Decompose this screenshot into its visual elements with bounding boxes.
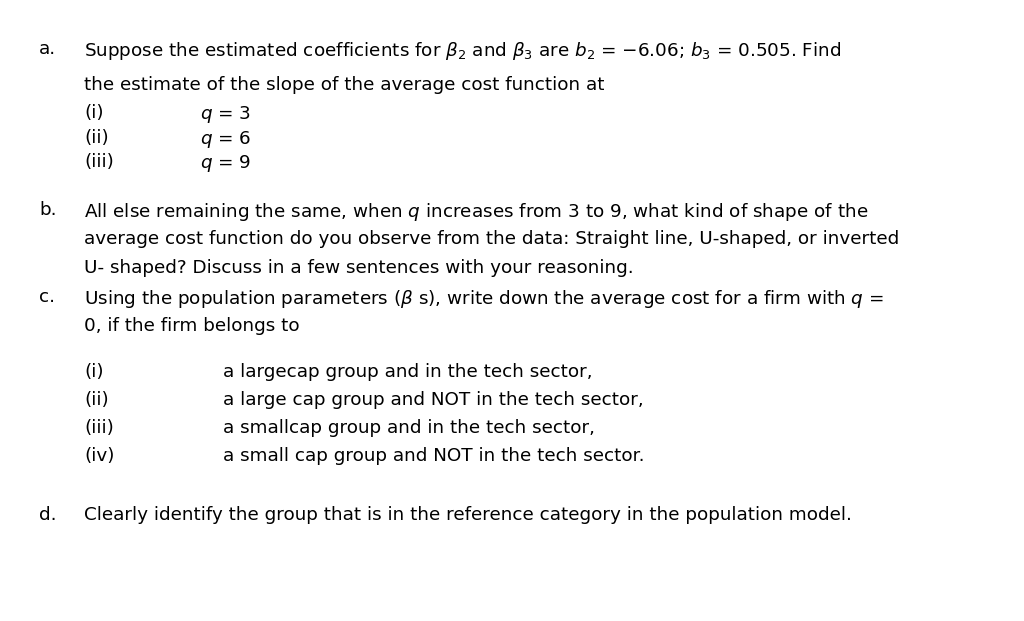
Text: average cost function do you observe from the data: Straight line, U-shaped, or : average cost function do you observe fro…: [84, 230, 899, 248]
Text: All else remaining the same, when $q$ increases from 3 to 9, what kind of shape : All else remaining the same, when $q$ in…: [84, 201, 868, 222]
Text: Suppose the estimated coefficients for $\beta_2$ and $\beta_3$ are $b_2$ = −6.06: Suppose the estimated coefficients for $…: [84, 40, 841, 62]
Text: $q$ = 3: $q$ = 3: [200, 104, 251, 125]
Text: b.: b.: [39, 201, 56, 219]
Text: (ii): (ii): [84, 391, 109, 409]
Text: (i): (i): [84, 104, 103, 122]
Text: $q$ = 6: $q$ = 6: [200, 129, 251, 150]
Text: (i): (i): [84, 363, 103, 381]
Text: c.: c.: [39, 288, 55, 306]
Text: (iv): (iv): [84, 447, 115, 465]
Text: a large cap group and NOT in the tech sector,: a large cap group and NOT in the tech se…: [223, 391, 644, 409]
Text: 0, if the firm belongs to: 0, if the firm belongs to: [84, 317, 300, 335]
Text: Clearly identify the group that is in the reference category in the population m: Clearly identify the group that is in th…: [84, 506, 852, 524]
Text: a largecap group and in the tech sector,: a largecap group and in the tech sector,: [223, 363, 593, 381]
Text: a smallcap group and in the tech sector,: a smallcap group and in the tech sector,: [223, 419, 595, 437]
Text: a small cap group and NOT in the tech sector.: a small cap group and NOT in the tech se…: [223, 447, 645, 465]
Text: (iii): (iii): [84, 419, 114, 437]
Text: d.: d.: [39, 506, 56, 524]
Text: a.: a.: [39, 40, 56, 58]
Text: U- shaped? Discuss in a few sentences with your reasoning.: U- shaped? Discuss in a few sentences wi…: [84, 259, 634, 277]
Text: (ii): (ii): [84, 129, 109, 147]
Text: (iii): (iii): [84, 153, 114, 171]
Text: the estimate of the slope of the average cost function at: the estimate of the slope of the average…: [84, 76, 604, 94]
Text: Using the population parameters ($\beta$ s), write down the average cost for a f: Using the population parameters ($\beta$…: [84, 288, 884, 309]
Text: $q$ = 9: $q$ = 9: [200, 153, 251, 174]
